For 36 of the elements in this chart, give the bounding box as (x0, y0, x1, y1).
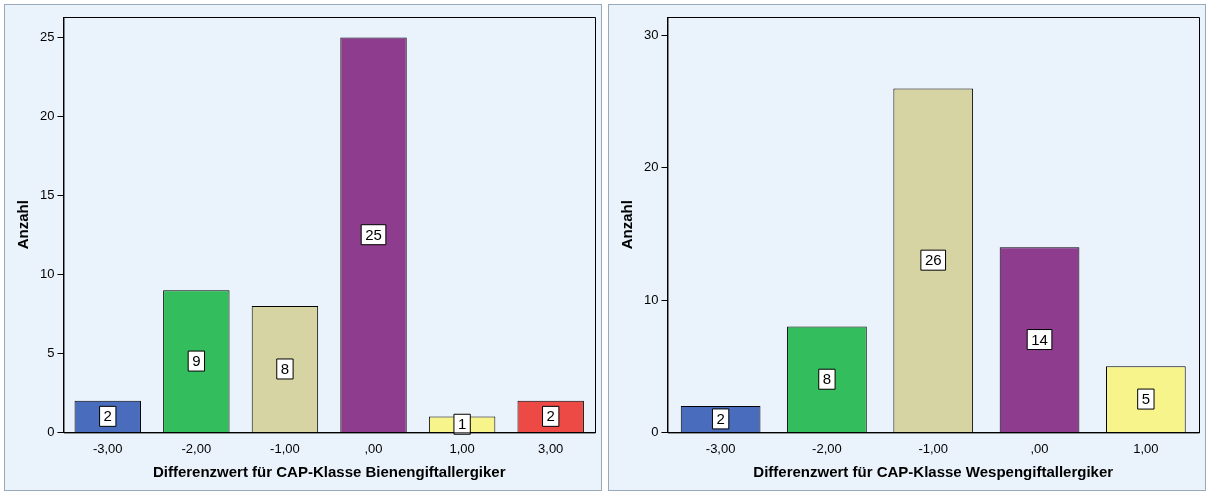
data-label: 1 (457, 415, 467, 433)
y-tick-label: 10 (643, 291, 659, 307)
x-tick-label: -2,00 (812, 440, 842, 456)
y-tick-label: 10 (39, 266, 55, 282)
x-tick-label: 3,00 (538, 440, 564, 456)
y-tick-label: 25 (39, 29, 55, 45)
x-tick-label: -2,00 (181, 440, 212, 456)
x-tick-label: 1,00 (1133, 440, 1159, 456)
x-axis-title: Differenzwert für CAP-Klasse Bienengiftallergiker (152, 463, 506, 481)
data-label: 8 (280, 360, 290, 378)
data-label: 14 (1031, 330, 1048, 348)
x-tick-label: -1,00 (918, 440, 949, 456)
data-label: 26 (924, 251, 942, 269)
y-tick-label: 0 (651, 423, 659, 439)
data-label: 8 (822, 370, 832, 388)
data-label: 2 (103, 407, 112, 425)
x-tick-label: ,00 (364, 440, 383, 456)
x-tick-label: -3,00 (92, 440, 123, 456)
data-label: 9 (192, 352, 201, 370)
data-label: 25 (365, 225, 382, 243)
x-tick-label: 1,00 (449, 440, 475, 456)
x-tick-label: ,00 (1030, 440, 1049, 456)
data-label: 5 (1141, 390, 1151, 408)
y-tick-label: 15 (39, 187, 55, 203)
y-tick-label: 20 (643, 159, 659, 175)
x-tick-label: -1,00 (270, 440, 300, 456)
y-tick-label: 20 (39, 108, 55, 124)
y-axis-title: Anzahl (618, 200, 636, 250)
y-tick-label: 0 (47, 423, 55, 439)
y-axis-title: Anzahl (14, 200, 32, 250)
x-tick-label: -3,00 (705, 440, 736, 456)
data-label: 2 (546, 407, 555, 425)
y-tick-label: 30 (643, 27, 659, 43)
data-label: 2 (716, 410, 725, 428)
x-axis-title: Differenzwert für CAP-Klasse Wespengiftallergiker (753, 463, 1114, 481)
y-tick-label: 5 (47, 345, 55, 360)
